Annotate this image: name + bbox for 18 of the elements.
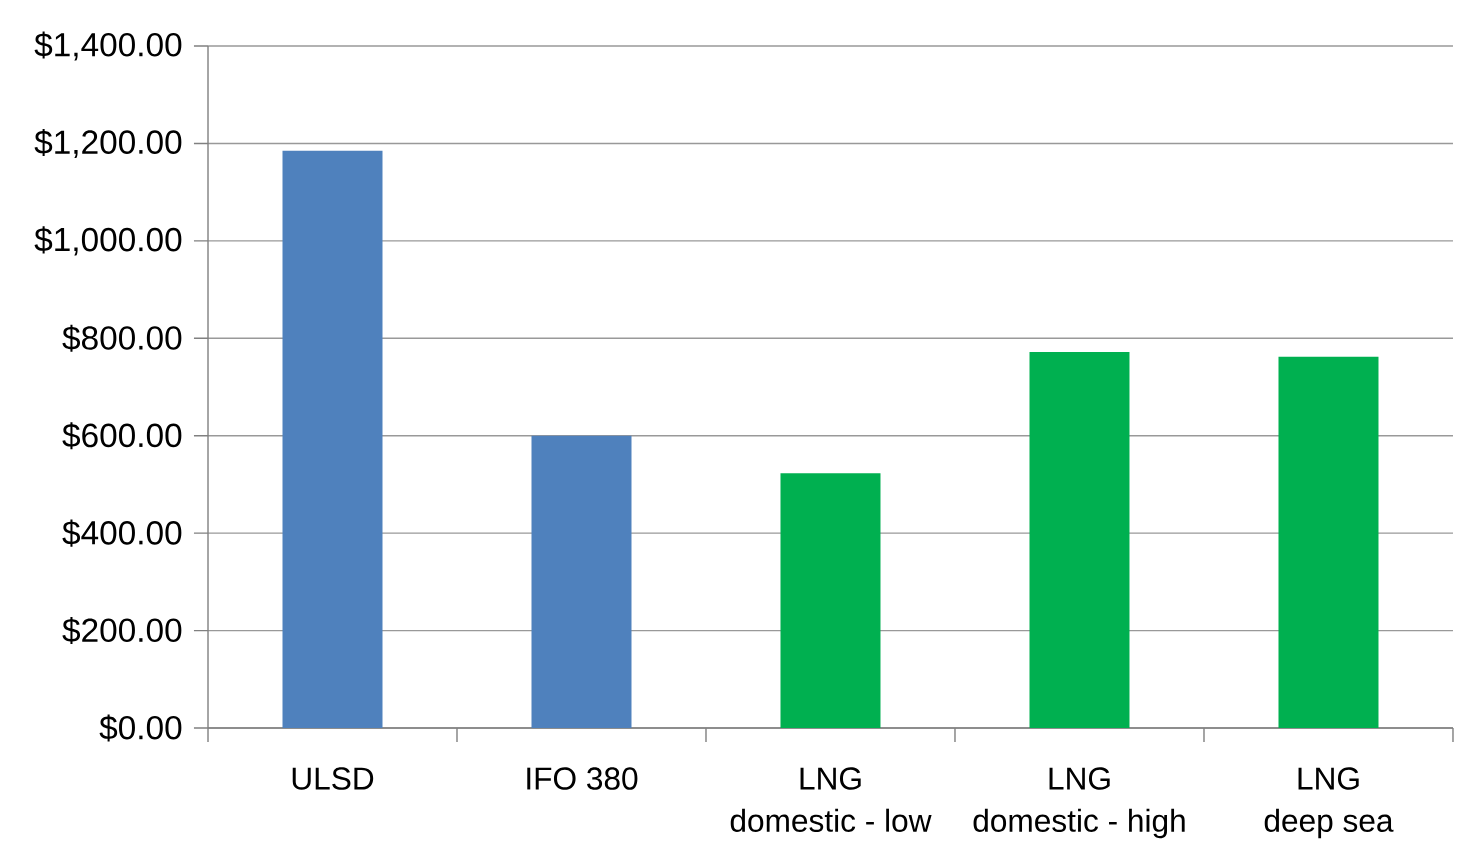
y-tick-label: $800.00: [62, 324, 182, 352]
bar: [1278, 356, 1379, 728]
y-tick-label: $0.00: [99, 714, 182, 742]
x-tick-label: LNG domestic - high: [973, 767, 1185, 839]
x-tick-label: IFO 380: [527, 767, 638, 790]
bar: [1029, 351, 1130, 728]
y-tick-label: $600.00: [62, 422, 182, 450]
x-tick-label: LNG deep sea: [1264, 767, 1394, 839]
y-tick-label: $400.00: [62, 519, 182, 547]
bar: [780, 473, 881, 728]
x-tick-label: ULSD: [292, 767, 374, 790]
y-tick-label: $1,000.00: [34, 226, 182, 256]
y-tick-label: $1,200.00: [34, 128, 182, 158]
y-tick-label: $200.00: [62, 617, 182, 645]
bar: [282, 150, 383, 728]
y-tick-label: $1,400.00: [34, 31, 182, 61]
x-tick-label: LNG domestic - low: [730, 767, 932, 832]
bar: [531, 435, 632, 728]
